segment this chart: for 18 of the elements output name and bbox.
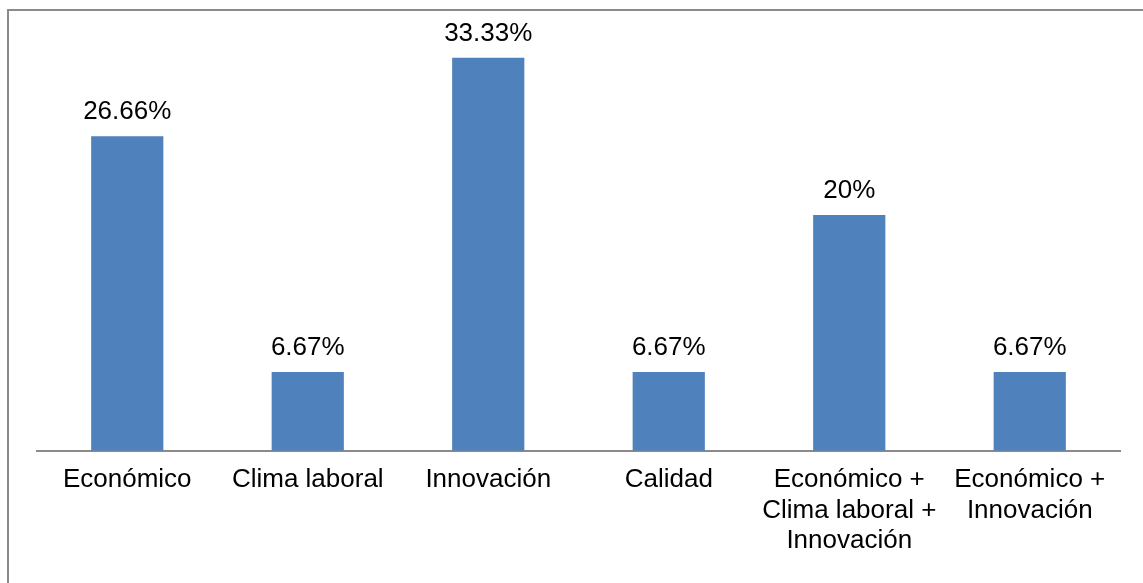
bar (993, 372, 1066, 451)
data-label: 6.67% (992, 331, 1067, 362)
data-label: 6.67% (270, 331, 345, 362)
x-tick-label: Clima laboral (231, 463, 384, 494)
x-tick-label: Innovación (425, 463, 552, 494)
bar (813, 214, 886, 451)
bar (632, 372, 705, 451)
x-tick-label: Calidad (624, 463, 713, 494)
x-tick-label: Económico + Innovación (954, 463, 1106, 524)
bar (271, 372, 344, 451)
bar (452, 57, 525, 451)
data-label: 26.66% (83, 95, 172, 126)
x-tick-label: Económico + Clima laboral + Innovación (762, 463, 937, 554)
bar (91, 136, 164, 451)
x-tick-label: Económico (62, 463, 192, 494)
data-label: 20% (823, 173, 876, 204)
data-label: 33.33% (444, 16, 533, 47)
data-label: 6.67% (631, 331, 706, 362)
